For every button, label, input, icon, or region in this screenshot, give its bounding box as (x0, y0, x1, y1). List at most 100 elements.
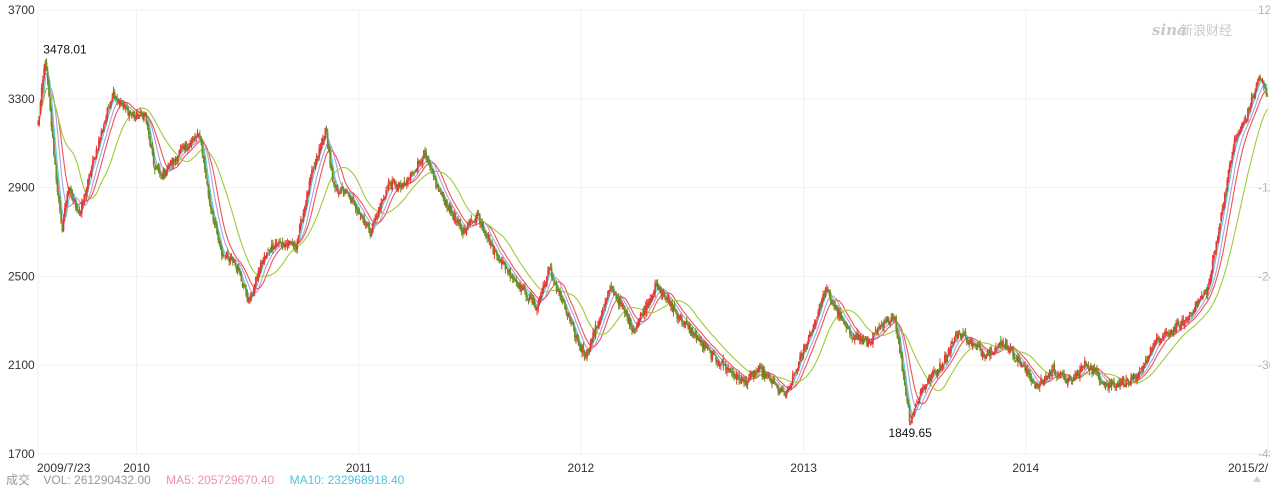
candle-body (1133, 374, 1136, 377)
candle-body (309, 177, 312, 183)
candle-body (228, 259, 230, 262)
candle-body (415, 169, 418, 171)
candle-body (1017, 356, 1019, 363)
candle-body (172, 157, 174, 166)
candle-body (661, 291, 664, 296)
candle-body (905, 386, 907, 395)
candle-body (140, 111, 143, 115)
candle-body (443, 197, 446, 205)
candle-body (447, 208, 450, 211)
candle-body (353, 201, 356, 203)
candle-body (157, 167, 160, 170)
candle-body (720, 364, 722, 366)
x-tick-label: 2015/2/ (1228, 461, 1269, 475)
candle-body (597, 325, 599, 328)
candle-body (245, 289, 247, 296)
candle-body (539, 295, 542, 300)
candle-body (1197, 301, 1199, 306)
candle-body (1153, 343, 1155, 346)
candle-body (1174, 326, 1176, 331)
candle-body (768, 374, 771, 379)
candle-body (604, 301, 607, 308)
candle-body (137, 114, 139, 119)
candle-body (659, 287, 661, 290)
y-tick-label: 3300 (8, 92, 35, 106)
candle-body (384, 197, 386, 199)
candle-body (313, 166, 316, 168)
candle-body (482, 226, 485, 232)
candle-body (533, 300, 536, 307)
candle-body (472, 221, 475, 223)
candle-body (1185, 318, 1187, 321)
candle-body (1186, 317, 1188, 319)
candle-body (503, 261, 505, 264)
candle-body (177, 155, 179, 163)
candle-body (1129, 383, 1131, 385)
candle-body (72, 197, 75, 201)
candle-body (1056, 375, 1058, 377)
candle-body (538, 298, 541, 303)
candle-body (980, 351, 983, 356)
candle-body (43, 68, 45, 79)
candle-body (345, 189, 347, 194)
candle-body (924, 385, 927, 389)
candle-body (654, 283, 656, 294)
candle-body (492, 244, 495, 254)
candle-body (494, 249, 497, 252)
candle-body (1195, 301, 1198, 307)
candle-body (897, 337, 900, 341)
candle-body (83, 194, 86, 201)
candle-body (1255, 83, 1258, 91)
candle-body (182, 145, 184, 149)
candle-body (948, 349, 951, 353)
candle-body (195, 136, 198, 138)
candle-body (599, 319, 602, 323)
candle-body (205, 169, 207, 179)
candle-body (791, 374, 794, 386)
candle-body (648, 300, 650, 306)
candle-body (978, 345, 980, 347)
candle-body (801, 354, 804, 356)
candle-body (525, 290, 527, 298)
candle-body (789, 385, 792, 388)
candle-body (673, 305, 676, 311)
candle-body (416, 160, 419, 172)
candle-body (940, 364, 942, 369)
candle-body (524, 285, 526, 291)
candle-body (1260, 78, 1263, 82)
candle-body (1004, 341, 1007, 348)
candle-body (1161, 336, 1164, 339)
candle-body (883, 321, 885, 328)
candle-body (234, 261, 236, 266)
candle-body (729, 371, 732, 373)
candle-body (502, 260, 504, 262)
candle-body (928, 376, 930, 382)
candle-body (1213, 255, 1215, 259)
candle-body (942, 364, 945, 366)
candle-body (1206, 287, 1209, 295)
candle-body (581, 346, 583, 354)
candle-body (1032, 380, 1035, 383)
candle-body (1147, 355, 1149, 363)
candle-body (981, 352, 984, 358)
candle-body (707, 347, 710, 349)
candle-body (811, 331, 813, 333)
scroll-arrow-icon[interactable] (1253, 476, 1261, 482)
candle-body (920, 388, 923, 393)
candle-body (1143, 365, 1146, 368)
candle-body (833, 304, 835, 307)
candle-body (420, 162, 423, 164)
candle-body (440, 192, 442, 195)
candle-body (945, 356, 947, 361)
candle-body (1264, 84, 1266, 89)
candle-body (867, 340, 869, 347)
candle-body (486, 236, 488, 239)
candle-body (857, 336, 860, 341)
candle-body (134, 116, 137, 119)
candle-body (79, 211, 82, 215)
candle-body (317, 156, 319, 158)
candle-body (884, 320, 886, 323)
candle-body (595, 326, 598, 328)
candle-body (210, 204, 212, 210)
